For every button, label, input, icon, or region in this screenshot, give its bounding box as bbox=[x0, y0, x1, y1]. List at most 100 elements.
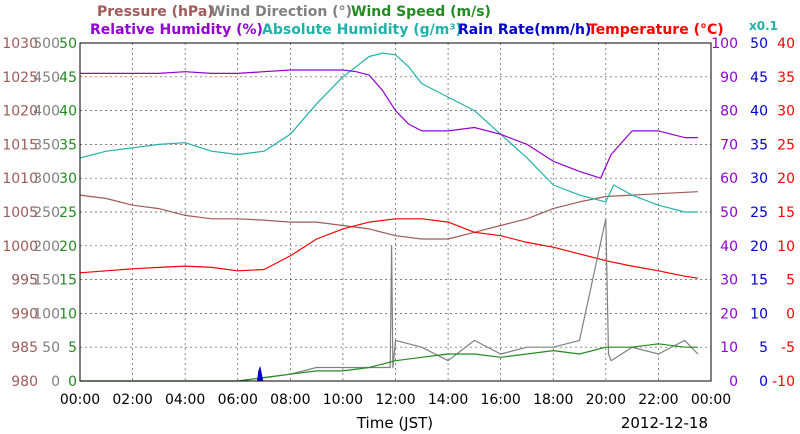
x-tick-label: 14:00 bbox=[428, 392, 468, 408]
legend-absolute-humidity: Absolute Humidity (g/m³) bbox=[262, 22, 462, 38]
y-tick-label-pressure: 1010 bbox=[2, 171, 38, 187]
y-tick-label-pressure: 1030 bbox=[2, 36, 38, 52]
y-tick-label-rain: 45 bbox=[750, 70, 768, 86]
series-rain-rate bbox=[256, 365, 264, 382]
series-group bbox=[79, 52, 699, 382]
y-tick-label-speed: 35 bbox=[59, 137, 77, 153]
y-tick-label-speed: 0 bbox=[68, 374, 77, 390]
x-tick-label: 12:00 bbox=[375, 392, 415, 408]
y-tick-label-humidity: 80 bbox=[720, 104, 738, 120]
y-tick-label-pressure: 1015 bbox=[2, 137, 38, 153]
legend-scale-note: x0.1 bbox=[749, 19, 778, 33]
series-temperature-line-3 bbox=[79, 218, 698, 279]
y-tick-label-humidity: 100 bbox=[711, 36, 738, 52]
y-tick-label-direction: 150 bbox=[33, 273, 60, 289]
grid bbox=[80, 43, 711, 381]
y-tick-label-rain: 35 bbox=[750, 137, 768, 153]
y-tick-label-humidity: 50 bbox=[720, 205, 738, 221]
y-tick-label-direction: 300 bbox=[33, 171, 60, 187]
x-tick-label: 18:00 bbox=[533, 392, 573, 408]
y-tick-label-direction: 50 bbox=[42, 340, 60, 356]
x-tick-label: 06:00 bbox=[218, 392, 258, 408]
series-humidity-line-2 bbox=[80, 69, 698, 179]
y-tick-label-rain: 50 bbox=[750, 36, 768, 52]
y-tick-label-humidity: 30 bbox=[720, 273, 738, 289]
y-tick-label-direction: 100 bbox=[33, 306, 60, 322]
series-pressure-line-0 bbox=[79, 191, 698, 240]
x-tick-label: 02:00 bbox=[112, 392, 152, 408]
y-tick-label-direction: 450 bbox=[33, 70, 60, 86]
y-tick-label-pressure: 990 bbox=[11, 306, 38, 322]
y-tick-label-pressure: 995 bbox=[11, 273, 38, 289]
y-tick-label-direction: 350 bbox=[33, 137, 60, 153]
y-tick-label-humidity: 20 bbox=[720, 306, 738, 322]
series-humidity-line-1 bbox=[79, 52, 698, 213]
y-tick-label-humidity: 70 bbox=[720, 137, 738, 153]
y-tick-label-rain: 30 bbox=[750, 171, 768, 187]
x-axis-label: Time (JST) bbox=[356, 414, 433, 432]
x-tick-label: 04:00 bbox=[165, 392, 205, 408]
x-tick-label: 00:00 bbox=[691, 392, 731, 408]
y-tick-label-speed: 30 bbox=[59, 171, 77, 187]
y-tick-label-direction: 0 bbox=[51, 374, 60, 390]
y-tick-label-speed: 40 bbox=[59, 104, 77, 120]
y-tick-label-speed: 20 bbox=[59, 239, 77, 255]
legend-relative-humidity: Relative Humidity (%) bbox=[90, 22, 263, 38]
plot-frame bbox=[79, 42, 712, 382]
y-tick-label-rain: 5 bbox=[759, 340, 768, 356]
x-tick-label: 22:00 bbox=[638, 392, 678, 408]
legend-wind-speed: Wind Speed (m/s) bbox=[351, 4, 491, 20]
x-tick-labels: 00:00 02:00 04:00 06:00 08:00 10:00 12:00 14:00… bbox=[60, 392, 731, 408]
legend-wind-direction: Wind Direction (°) bbox=[210, 4, 352, 20]
legend-rain-rate: Rain Rate(mm/h) bbox=[458, 22, 591, 38]
y-tick-label-pressure: 1020 bbox=[2, 104, 38, 120]
y-tick-label-humidity: 90 bbox=[720, 70, 738, 86]
legend-pressure: Pressure (hPa) bbox=[97, 4, 214, 20]
series-direction-line-4 bbox=[263, 218, 699, 379]
y-tick-label-pressure: 985 bbox=[11, 340, 38, 356]
y-tick-label-speed: 5 bbox=[68, 340, 77, 356]
y-tick-label-temperature: 10 bbox=[777, 239, 795, 255]
y-tick-label-temperature: 20 bbox=[777, 171, 795, 187]
date-label: 2012-12-18 bbox=[621, 414, 708, 432]
y-tick-label-temperature: 15 bbox=[777, 205, 795, 221]
y-tick-label-rain: 15 bbox=[750, 273, 768, 289]
y-tick-label-speed: 45 bbox=[59, 70, 77, 86]
y-tick-label-rain: 20 bbox=[750, 239, 768, 255]
y-tick-label-rain: 25 bbox=[750, 205, 768, 221]
y-tick-label-speed: 50 bbox=[59, 36, 77, 52]
y-tick-label-temperature: 40 bbox=[777, 36, 795, 52]
y-tick-label-temperature: 5 bbox=[786, 273, 795, 289]
y-tick-label-direction: 250 bbox=[33, 205, 60, 221]
legend: Pressure (hPa) Wind Direction (°) Wind S… bbox=[90, 4, 778, 38]
x-tick-label: 16:00 bbox=[480, 392, 520, 408]
y-tick-label-speed: 25 bbox=[59, 205, 77, 221]
x-tick-label: 00:00 bbox=[60, 392, 100, 408]
y-tick-label-temperature: 25 bbox=[777, 137, 795, 153]
x-tick-label: 08:00 bbox=[270, 392, 310, 408]
y-tick-label-temperature: 0 bbox=[786, 306, 795, 322]
y-tick-label-speed: 15 bbox=[59, 273, 77, 289]
y-tick-label-pressure: 980 bbox=[11, 374, 38, 390]
y-tick-label-temperature: -10 bbox=[772, 374, 795, 390]
y-tick-label-direction: 500 bbox=[33, 36, 60, 52]
y-tick-label-pressure: 1005 bbox=[2, 205, 38, 221]
y-tick-label-rain: 40 bbox=[750, 104, 768, 120]
y-tick-label-humidity: 0 bbox=[729, 374, 738, 390]
y-tick-label-humidity: 10 bbox=[720, 340, 738, 356]
x-tick-label: 10:00 bbox=[323, 392, 363, 408]
y-tick-label-direction: 200 bbox=[33, 239, 60, 255]
y-tick-label-pressure: 1000 bbox=[2, 239, 38, 255]
y-tick-label-temperature: -5 bbox=[781, 340, 795, 356]
y-tick-label-speed: 10 bbox=[59, 306, 77, 322]
x-tick-label: 20:00 bbox=[586, 392, 626, 408]
y-tick-label-temperature: 30 bbox=[777, 104, 795, 120]
y-tick-label-direction: 400 bbox=[33, 104, 60, 120]
legend-temperature: Temperature (°C) bbox=[588, 22, 724, 38]
y-tick-label-pressure: 1025 bbox=[2, 70, 38, 86]
y-tick-label-temperature: 35 bbox=[777, 70, 795, 86]
series-speed-line-5 bbox=[80, 343, 698, 382]
y-tick-label-rain: 0 bbox=[759, 374, 768, 390]
y-tick-label-rain: 10 bbox=[750, 306, 768, 322]
